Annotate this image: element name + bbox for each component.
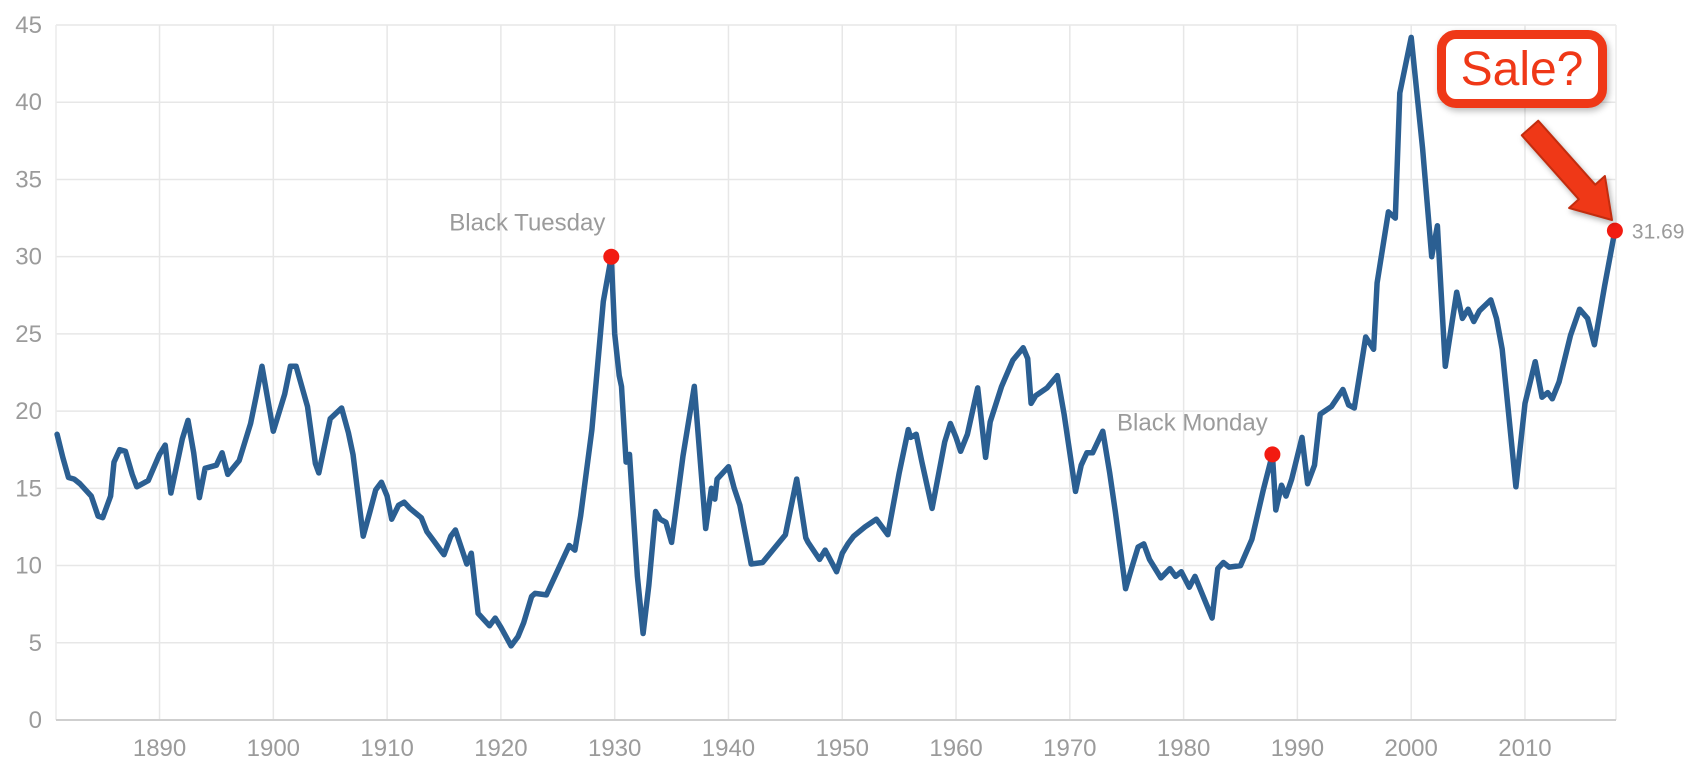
black-tuesday-dot [603,248,620,265]
x-tick-label: 2010 [1498,735,1551,762]
latest-value-label: 31.69 [1632,221,1685,244]
y-tick-label: 40 [15,89,42,116]
y-tick-label: 25 [15,321,42,348]
x-tick-label: 1920 [474,735,527,762]
y-tick-label: 5 [29,630,42,657]
latest-point-dot [1606,222,1623,239]
x-tick-label: 1930 [588,735,641,762]
y-tick-label: 20 [15,398,42,425]
y-tick-label: 0 [29,707,42,734]
black-monday-dot [1264,446,1281,463]
black-monday-label: Black Monday [1117,409,1268,436]
x-tick-label: 1910 [360,735,413,762]
x-tick-label: 1950 [816,735,869,762]
y-tick-label: 10 [15,553,42,580]
x-tick-label: 1980 [1157,735,1210,762]
x-tick-label: 1890 [133,735,186,762]
y-tick-label: 30 [15,244,42,271]
x-tick-label: 1970 [1043,735,1096,762]
x-tick-label: 1990 [1271,735,1324,762]
sale-callout-label: Sale? [1460,42,1584,96]
y-tick-label: 45 [15,12,42,39]
sale-callout: Sale? [1437,30,1607,108]
grid-layer [55,24,1617,721]
x-tick-label: 2000 [1384,735,1437,762]
y-tick-label: 35 [15,166,42,193]
sale-arrow-icon [1520,119,1613,221]
x-tick-label: 1940 [702,735,755,762]
y-tick-label: 15 [15,475,42,502]
x-tick-label: 1960 [929,735,982,762]
x-tick-label: 1900 [247,735,300,762]
axis-label-layer: 1890 1900 1910 1920 1930 1940 1950 1960 1970 1980… [15,12,1551,762]
cape-line-series [54,34,1618,649]
black-tuesday-label: Black Tuesday [449,210,605,237]
